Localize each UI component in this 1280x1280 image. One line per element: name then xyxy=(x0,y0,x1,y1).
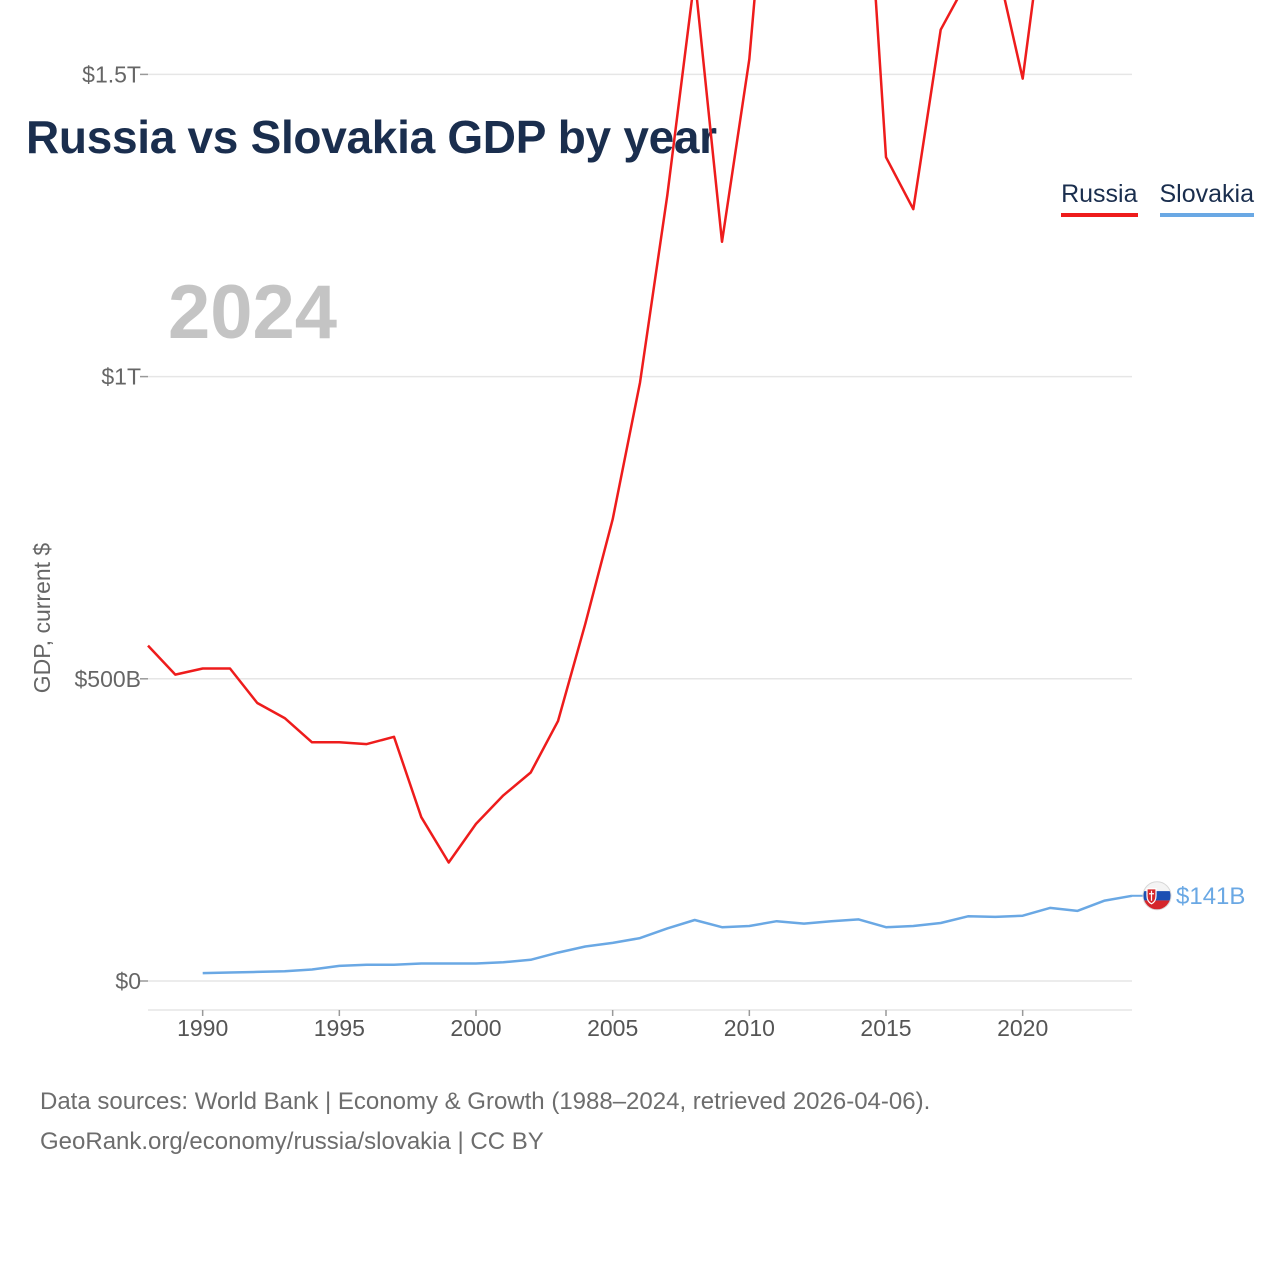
x-tick-label: 2005 xyxy=(587,1015,638,1041)
end-value-label-slovakia: $141B xyxy=(1176,883,1245,910)
footer-credit[interactable]: GeoRank.org/economy/russia/slovakia | CC… xyxy=(40,1128,544,1155)
y-tick-label: $1.5T xyxy=(82,61,141,87)
slovakia-flag-icon xyxy=(1143,881,1171,910)
legend-item-russia[interactable]: Russia xyxy=(1061,180,1138,217)
y-tick-label: $0 xyxy=(115,968,141,994)
footer-source: Data sources: World Bank | Economy & Gro… xyxy=(40,1088,931,1115)
x-tick-label: 2015 xyxy=(860,1015,911,1041)
y-tick-label: $1T xyxy=(101,364,141,390)
series-lines xyxy=(147,0,1133,975)
x-tick-label: 2010 xyxy=(724,1015,775,1041)
x-axis-ticks: 1990 1995 2000 2005 2010 2015 2020 xyxy=(148,1009,1132,1041)
footer: Data sources: World Bank | Economy & Gro… xyxy=(40,1082,930,1162)
x-tick-label: 1990 xyxy=(177,1015,228,1041)
series-end-labels: $2.17T$141B xyxy=(1132,881,1245,911)
x-tick-label: 2020 xyxy=(997,1015,1048,1041)
flag-border xyxy=(1142,881,1172,911)
gridlines xyxy=(148,73,1132,982)
y-axis-label: GDP, current $ xyxy=(29,543,55,694)
x-tick-label: 2000 xyxy=(450,1015,501,1041)
chart-title: Russia vs Slovakia GDP by year xyxy=(26,111,717,163)
x-tick-label: 1995 xyxy=(314,1015,365,1041)
series-line-russia[interactable] xyxy=(147,0,1132,864)
legend: Russia Slovakia xyxy=(1061,180,1254,217)
y-axis-ticks: $0$500B$1T$1.5T$2T xyxy=(74,61,148,994)
series-line-slovakia[interactable] xyxy=(202,894,1133,975)
year-watermark: 2024 xyxy=(168,270,337,355)
y-tick-label: $500B xyxy=(74,666,141,692)
legend-item-slovakia[interactable]: Slovakia xyxy=(1159,180,1254,217)
